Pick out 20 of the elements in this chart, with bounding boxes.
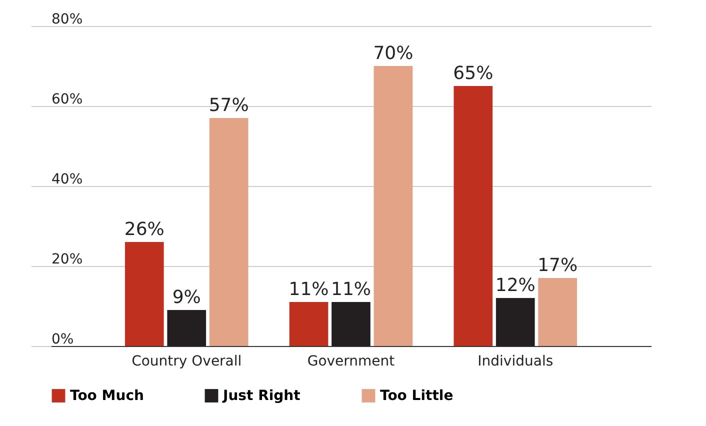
legend-label: Just Right bbox=[222, 388, 301, 404]
data-label: 11% bbox=[330, 279, 372, 300]
y-tick-label: 60% bbox=[52, 92, 83, 108]
data-label: 70% bbox=[373, 43, 414, 64]
y-tick-label: 20% bbox=[52, 252, 83, 268]
data-label: 17% bbox=[538, 255, 578, 276]
legend-label: Too Much bbox=[70, 388, 144, 404]
x-tick-label: Individuals bbox=[478, 354, 554, 370]
y-tick-label: 40% bbox=[52, 172, 83, 188]
data-label: 12% bbox=[495, 275, 536, 296]
data-label: 26% bbox=[124, 219, 164, 240]
data-label: 65% bbox=[453, 63, 494, 84]
data-label: 57% bbox=[208, 95, 249, 116]
y-tick-label: 0% bbox=[52, 332, 74, 348]
x-tick-label: Government bbox=[307, 354, 396, 370]
data-label: 11% bbox=[288, 279, 329, 300]
legend-label: Too Little bbox=[380, 388, 454, 404]
data-label: 9% bbox=[172, 287, 201, 308]
y-tick-label: 80% bbox=[52, 12, 83, 28]
x-tick-label: Country Overall bbox=[132, 354, 242, 370]
